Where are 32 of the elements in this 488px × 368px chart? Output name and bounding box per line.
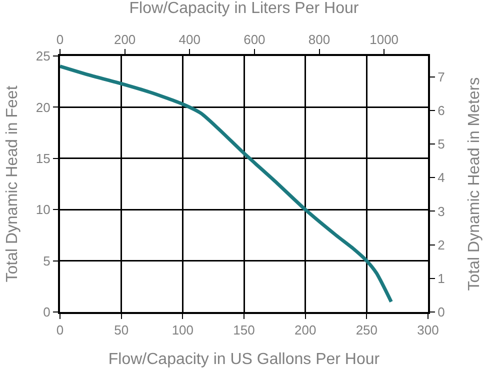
y-tick-label: 20: [36, 100, 50, 115]
y2-tick-label: 4: [438, 170, 445, 186]
x2-tick-label: 0: [56, 32, 64, 47]
x2-axis-title: Flow/Capacity in Liters Per Hour: [129, 0, 360, 17]
x-tick-label: 50: [114, 322, 129, 338]
y-tick-label: 10: [36, 202, 50, 218]
x-tick-label: 250: [356, 322, 378, 338]
y-tick-label: 5: [43, 253, 50, 268]
y2-tick-label: 3: [438, 204, 445, 219]
x2-tick-label: 600: [244, 32, 266, 47]
x2-tick-label: 800: [308, 32, 330, 47]
x2-tick-label: 1000: [370, 32, 399, 47]
y2-axis-title: Total Dynamic Head in Meters: [466, 77, 483, 291]
y2-tick-label: 6: [438, 102, 445, 118]
x-tick-label: 0: [56, 322, 64, 338]
x-axis-title: Flow/Capacity in US Gallons Per Hour: [108, 351, 380, 368]
y2-tick-label: 7: [438, 69, 445, 84]
y-tick-label: 0: [43, 304, 50, 320]
y-axis-title: Total Dynamic Head in Feet: [4, 85, 21, 282]
x-tick-label: 150: [233, 322, 255, 338]
x2-tick-label: 200: [114, 32, 136, 47]
x2-tick-label: 400: [178, 32, 200, 47]
y-tick-label: 15: [36, 150, 50, 166]
y2-tick-label: 2: [438, 237, 445, 252]
y-tick-label: 25: [36, 48, 50, 64]
y2-tick-label: 1: [438, 270, 445, 286]
x-tick-label: 100: [172, 322, 194, 338]
x-tick-label: 200: [294, 322, 316, 338]
line-series: [60, 64, 393, 304]
y2-tick-label: 0: [438, 304, 445, 320]
y2-tick-label: 5: [438, 136, 445, 152]
x-tick-label: 300: [417, 322, 439, 338]
